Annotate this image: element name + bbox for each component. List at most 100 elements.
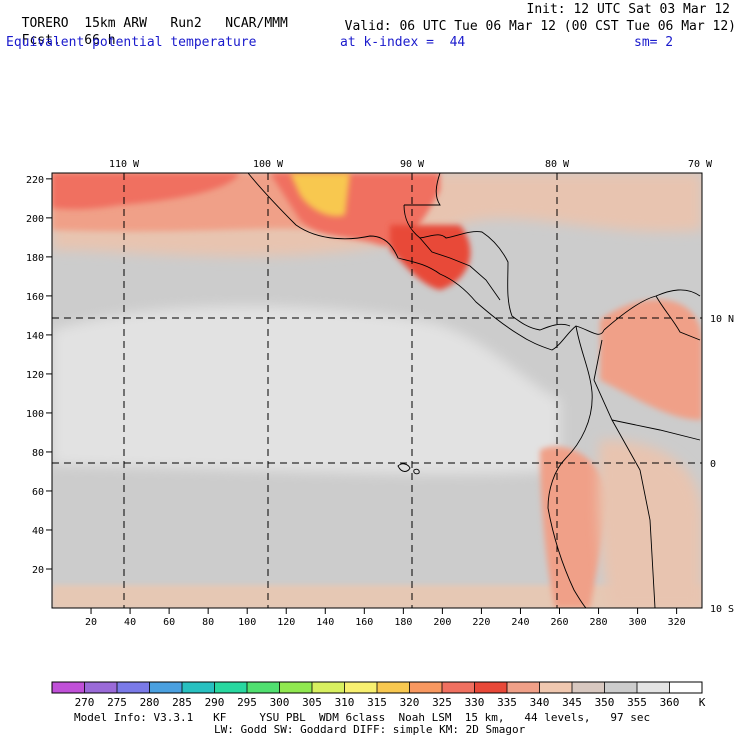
x-tick-label: 140 <box>316 617 334 628</box>
x-tick-label: 40 <box>124 617 136 628</box>
coast-pacific-mexico-centam <box>247 173 605 351</box>
field-mexico-yellow <box>290 173 350 217</box>
colorbar-swatch <box>507 682 540 693</box>
colorbar-label: 315 <box>367 696 387 709</box>
border-centam <box>419 237 501 301</box>
x-tick-label: 20 <box>85 617 97 628</box>
y-tick-label: 120 <box>26 370 44 381</box>
bottom-grid-ticks: 20 40 60 80 100 120 140 160 180 200 220 240 260 280 30… <box>85 608 686 628</box>
right-lat-labels: 10 N 0 10 S <box>710 314 734 615</box>
border-colombia-peru <box>611 419 701 441</box>
left-grid-ticks: 220 200 180 160 140 120 100 80 60 40 20 <box>26 175 52 576</box>
field-colombia-salmon <box>600 299 702 420</box>
y-tick-label: 160 <box>26 292 44 303</box>
colorbar-label: 345 <box>562 696 582 709</box>
y-tick-label: 80 <box>32 448 44 459</box>
colorbar-swatch <box>247 682 280 693</box>
model-info-line-1: Model Info: V3.3.1 KF YSU PBL WDM 6class… <box>74 711 651 724</box>
colorbar-swatch <box>572 682 605 693</box>
coast-yucatan <box>404 173 441 206</box>
lon-label: 80 W <box>545 159 570 170</box>
border-venezuela <box>655 295 701 341</box>
colorbar-label: 305 <box>302 696 322 709</box>
galapagos-islands <box>397 463 420 475</box>
field-south-tan <box>52 585 702 608</box>
run-label: Run2 <box>170 16 202 31</box>
colorbar-label: 350 <box>595 696 615 709</box>
x-tick-label: 320 <box>668 617 686 628</box>
lat-lon-grid <box>52 173 702 608</box>
field-name: Equivalent potential temperature <box>6 35 257 50</box>
model-resolution: 15km ARW <box>84 16 147 31</box>
fcst-label: Fcst. <box>21 33 61 48</box>
colorbar-swatch <box>539 682 573 693</box>
smoothing: sm= 2 <box>634 35 674 50</box>
colorbar-label: 310 <box>335 696 355 709</box>
x-tick-label: 180 <box>394 617 412 628</box>
field-north-red <box>52 173 240 210</box>
lat-label: 0 <box>710 459 716 470</box>
lat-label: 10 N <box>710 314 734 325</box>
x-tick-label: 220 <box>472 617 490 628</box>
y-tick-label: 100 <box>26 409 44 420</box>
y-tick-label: 180 <box>26 253 44 264</box>
colorbar-swatch <box>637 682 670 693</box>
colorbar-label: 325 <box>432 696 452 709</box>
y-tick-label: 140 <box>26 331 44 342</box>
colorbar-label: 360 <box>660 696 680 709</box>
level-index: at k-index = 44 <box>340 35 466 50</box>
x-tick-label: 280 <box>590 617 608 628</box>
colorbar: 270 275 280 285 290 295 300 305 310 315 320 325 330 3… <box>51 681 706 709</box>
fcst-value: 66 h <box>84 33 116 48</box>
coast-caribbean-centam <box>403 204 571 331</box>
colorbar-swatch <box>214 682 248 693</box>
x-tick-label: 300 <box>629 617 647 628</box>
colorbar-label: 335 <box>497 696 517 709</box>
colorbar-swatch <box>117 682 150 693</box>
y-tick-label: 40 <box>32 526 44 537</box>
colorbar-swatch <box>279 682 313 693</box>
colorbar-swatch <box>409 682 443 693</box>
x-tick-label: 100 <box>238 617 256 628</box>
x-tick-label: 80 <box>202 617 214 628</box>
y-tick-label: 200 <box>26 214 44 225</box>
model-info-line-2: LW: Godd SW: Goddard DIFF: simple KM: 2D… <box>214 723 526 736</box>
valid-time: Valid: 06 UTC Tue 06 Mar 12 (00 CST Tue … <box>344 19 736 34</box>
border-andes <box>593 339 656 608</box>
colorbar-label: 355 <box>627 696 647 709</box>
colorbar-swatch <box>604 682 638 693</box>
lon-label: 90 W <box>400 159 425 170</box>
colorbar-label: 270 <box>75 696 95 709</box>
x-tick-label: 200 <box>433 617 451 628</box>
theta-e-field <box>52 173 702 608</box>
colorbar-label: 290 <box>205 696 225 709</box>
coast-southamerica-west <box>547 325 593 608</box>
colorbar-swatch <box>149 682 183 693</box>
model-name: TORERO <box>21 16 69 31</box>
org-label: NCAR/MMM <box>225 16 288 31</box>
x-tick-label: 160 <box>355 617 373 628</box>
colorbar-swatch <box>474 682 508 693</box>
lon-label: 70 W <box>688 159 713 170</box>
colorbar-swatch <box>377 682 410 693</box>
colorbar-label: 330 <box>465 696 485 709</box>
colorbar-label: 340 <box>530 696 550 709</box>
header-line-2: Fcst. 66 h <box>6 20 116 48</box>
x-tick-label: 60 <box>163 617 175 628</box>
colorbar-swatch <box>442 682 475 693</box>
x-tick-label: 120 <box>277 617 295 628</box>
field-light-band <box>52 306 560 475</box>
colorbar-swatch <box>344 682 378 693</box>
map-frame <box>51 172 703 609</box>
colorbar-swatch <box>52 682 85 693</box>
top-lon-labels: 110 W 100 W 90 W 80 W 70 W <box>109 159 713 170</box>
colorbar-label: 295 <box>237 696 257 709</box>
lon-label: 100 W <box>253 159 284 170</box>
colorbar-unit: K <box>699 696 706 709</box>
colorbar-swatch <box>312 682 345 693</box>
colorbar-swatch <box>84 682 118 693</box>
x-tick-label: 260 <box>550 617 568 628</box>
colorbar-swatch <box>669 682 703 693</box>
colorbar-label: 285 <box>172 696 192 709</box>
header-line-1: TORERO 15km ARW Run2 NCAR/MMM <box>6 3 288 31</box>
